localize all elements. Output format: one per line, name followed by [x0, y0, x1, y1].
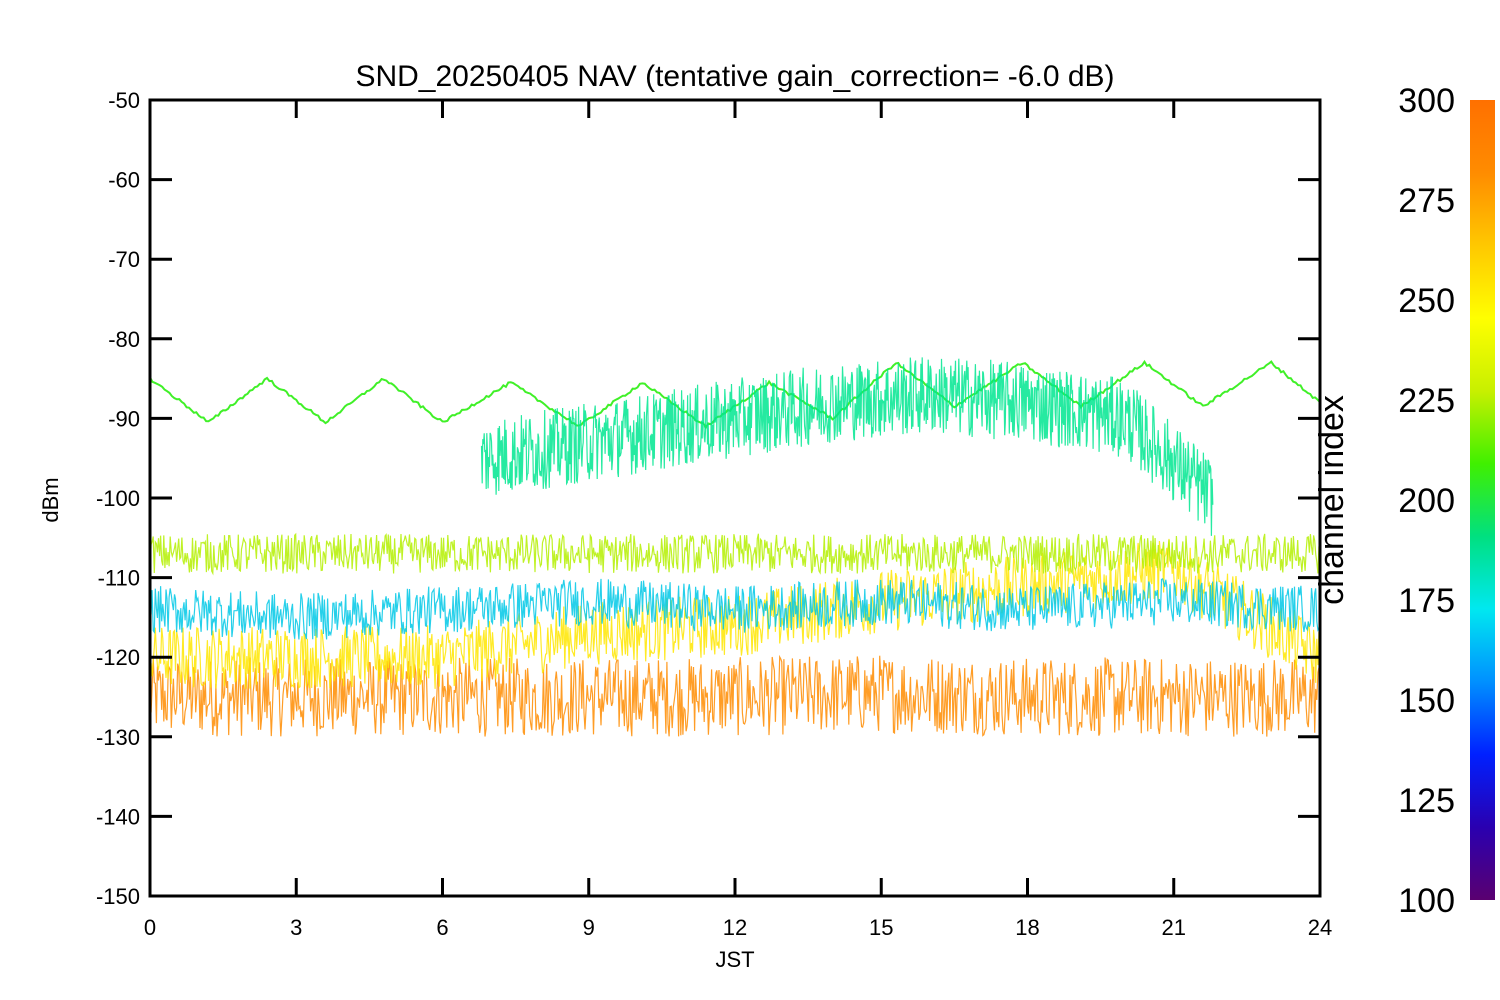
- colorbar-tick-label: 250: [1398, 282, 1455, 320]
- x-axis: 0 3 6 9 12 15 18 21 24: [144, 100, 1332, 940]
- colorbar-tick-label: 300: [1398, 82, 1455, 120]
- series-line: [480, 357, 1214, 536]
- series-line: [151, 578, 1320, 640]
- x-tick-label: 18: [1015, 915, 1039, 940]
- y-tick-label: -100: [96, 486, 140, 511]
- y-tick-label: -110: [98, 566, 140, 591]
- y-axis: -50 -60 -70 -80 -90 -100 -110 -120 -130 -140 -150: [96, 88, 1320, 909]
- x-tick-label: 12: [723, 915, 747, 940]
- series-line: [151, 654, 1320, 737]
- y-tick-label: -140: [96, 804, 140, 829]
- colorbar-label: channel index: [1313, 395, 1351, 605]
- x-tick-label: 24: [1308, 915, 1332, 940]
- x-tick-label: 9: [583, 915, 595, 940]
- chart-title: SND_20250405 NAV (tentative gain_correct…: [355, 60, 1114, 93]
- colorbar-tick-label: 175: [1398, 582, 1455, 620]
- y-tick-label: -50: [108, 88, 140, 113]
- series-line: [151, 532, 1320, 576]
- x-axis-label: JST: [715, 947, 754, 972]
- colorbar-tick-label: 100: [1398, 882, 1455, 920]
- x-tick-label: 6: [436, 915, 448, 940]
- y-axis-label: dBm: [38, 477, 63, 522]
- y-tick-label: -70: [108, 247, 140, 272]
- series-line: [151, 359, 1320, 430]
- x-tick-label: 15: [869, 915, 893, 940]
- series-layer: [151, 357, 1320, 737]
- colorbar-tick-label: 125: [1398, 782, 1455, 820]
- y-tick-label: -90: [108, 406, 140, 431]
- y-tick-label: -80: [108, 327, 140, 352]
- colorbar: [1470, 100, 1495, 900]
- x-tick-label: 0: [144, 915, 156, 940]
- y-tick-label: -150: [96, 884, 140, 909]
- colorbar-tick-label: 275: [1398, 182, 1455, 220]
- y-tick-label: -60: [108, 168, 140, 193]
- x-tick-label: 3: [290, 915, 302, 940]
- x-tick-label: 21: [1162, 915, 1186, 940]
- colorbar-tick-label: 200: [1398, 482, 1455, 520]
- plot-frame: [148, 98, 1322, 898]
- colorbar-tick-label: 225: [1398, 382, 1455, 420]
- y-tick-label: -120: [96, 645, 140, 670]
- colorbar-ticks: 300 275 250 225 200 175 150 125 100: [1398, 82, 1455, 920]
- colorbar-tick-label: 150: [1398, 682, 1455, 720]
- y-tick-label: -130: [96, 725, 140, 750]
